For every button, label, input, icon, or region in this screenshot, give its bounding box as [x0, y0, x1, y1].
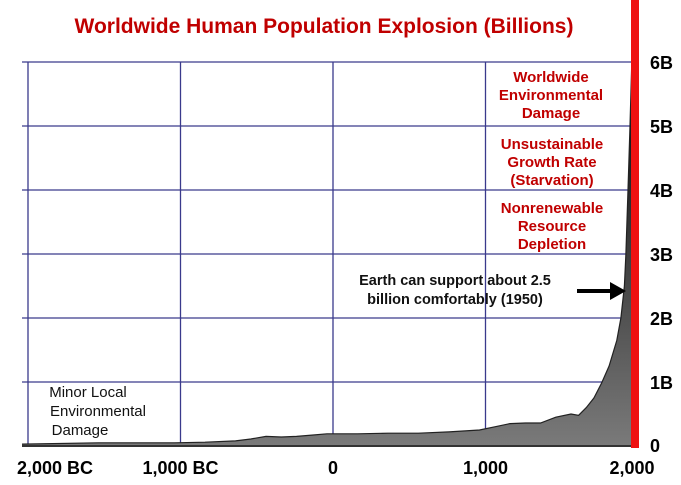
chart-title: Worldwide Human Population Explosion (Bi… [75, 15, 574, 38]
svg-text:Nonrenewable: Nonrenewable [501, 200, 604, 217]
svg-text:Damage: Damage [522, 105, 580, 122]
x-tick-label: 2,000 BC [17, 458, 93, 478]
svg-text:Growth Rate: Growth Rate [507, 154, 596, 171]
y-tick-label: 5B [650, 117, 673, 137]
y-tick-label: 4B [650, 181, 673, 201]
svg-text:Environmental: Environmental [50, 403, 146, 420]
svg-text:Depletion: Depletion [518, 236, 586, 253]
x-axis-ticks: 2,000 BC 1,000 BC 0 1,000 2,000 [17, 458, 655, 478]
y-tick-label: 3B [650, 245, 673, 265]
y-tick-label: 1B [650, 373, 673, 393]
x-tick-label: 0 [328, 458, 338, 478]
annotation-minor-damage: Minor Local Environmental Damage [49, 384, 146, 439]
svg-text:Resource: Resource [518, 218, 586, 235]
svg-text:(Starvation): (Starvation) [510, 172, 593, 189]
svg-text:Environmental: Environmental [499, 87, 603, 104]
x-tick-label: 1,000 [463, 458, 508, 478]
arrow-icon [577, 282, 626, 300]
svg-text:Earth can support about 2.5: Earth can support about 2.5 [359, 273, 551, 289]
red-bar [631, 0, 639, 448]
grid-lines [22, 61, 632, 446]
y-tick-label: 6B [650, 53, 673, 73]
svg-text:Worldwide: Worldwide [513, 69, 589, 86]
annotation-carrying-capacity: Earth can support about 2.5 billion comf… [359, 273, 551, 308]
x-tick-label: 1,000 BC [142, 458, 218, 478]
svg-text:Minor Local: Minor Local [49, 384, 127, 401]
x-tick-label: 2,000 [609, 458, 654, 478]
annotation-environmental-damage: Worldwide Environmental Damage [499, 69, 603, 122]
svg-text:Damage: Damage [52, 422, 109, 439]
svg-text:Unsustainable: Unsustainable [501, 136, 604, 153]
annotation-resource-depletion: Nonrenewable Resource Depletion [501, 200, 604, 253]
y-axis-ticks: 0 1B 2B 3B 4B 5B 6B [650, 53, 673, 456]
annotation-growth-rate: Unsustainable Growth Rate (Starvation) [501, 136, 604, 189]
y-tick-label: 2B [650, 309, 673, 329]
svg-text:billion comfortably (1950): billion comfortably (1950) [367, 292, 543, 308]
population-line [21, 55, 633, 445]
y-tick-label: 0 [650, 436, 660, 456]
